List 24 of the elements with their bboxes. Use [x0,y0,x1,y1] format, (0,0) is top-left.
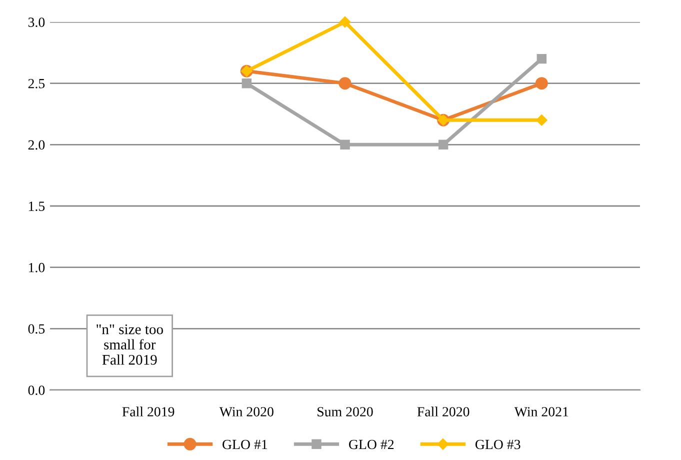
point [242,78,252,88]
point [339,16,351,28]
y-tick-label: 2.0 [28,140,45,150]
x-tick-label: Fall 2019 [122,406,174,416]
legend-label: GLO #2 [349,440,394,450]
y-tick-label: 1.0 [29,262,45,272]
y-tick-label: 2.5 [28,78,45,88]
y-tick-label: 1.5 [29,202,45,212]
y-tick-label: 0.5 [28,324,45,334]
point [536,114,548,126]
legend-label: GLO #3 [475,440,520,450]
annotation: "n" size too small for Fall 2019 [96,324,163,365]
legend-label: GLO #1 [222,440,268,450]
x-tick-label: Fall 2020 [417,406,470,416]
point [536,54,547,64]
point [535,77,548,90]
x-tick-label: Sum 2020 [318,407,373,416]
point [438,140,448,150]
y-tick-label: 0.0 [28,386,45,396]
x-tick-label: Win 2020 [219,407,274,417]
point [338,77,352,90]
y-tick-label: 3.0 [28,18,45,28]
x-tick-label: Win 2021 [514,407,568,417]
point [340,140,350,150]
